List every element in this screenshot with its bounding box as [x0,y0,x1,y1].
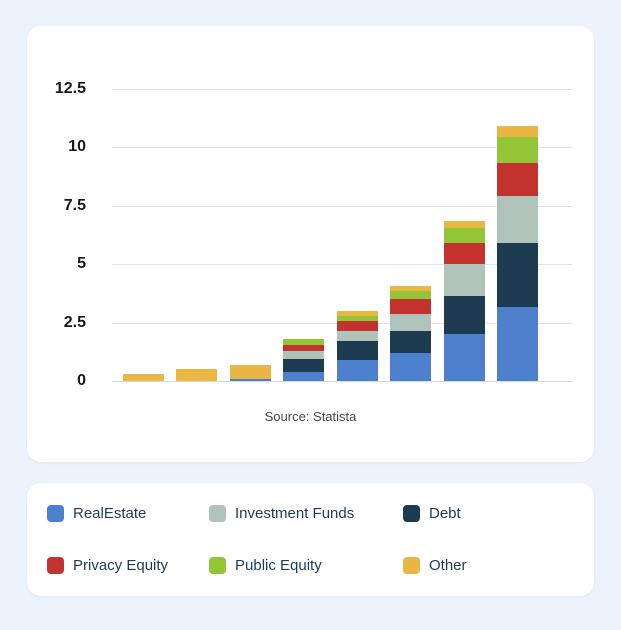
gridline-y-0 [112,381,572,382]
stacked-bar [283,338,324,381]
bar-segment-realestate [336,359,378,381]
bar-segment-other [336,310,378,316]
bar-segment-realestate [390,352,431,381]
legend-swatch-investment-funds-icon [209,505,226,522]
bar-segment-debt [283,358,324,372]
legend-swatch-debt-icon [403,505,420,522]
bar-segment-investment-funds [390,314,431,331]
legend-item-privacy-equity: Privacy Equity [47,557,209,574]
y-axis-tick-label: 5 [77,255,86,273]
gridline-y-5 [112,264,572,266]
legend-grid: RealEstate Investment Funds Debt Privacy… [27,483,594,574]
stacked-bar [122,374,164,381]
bar-segment-privacy-equity [390,299,431,315]
source-caption: Source: Statista [264,409,357,424]
stacked-bar [336,310,378,381]
bar-segment-other [229,364,271,379]
bar-segment-public-equity [497,136,538,163]
y-axis-tick-label: 12.5 [54,80,86,97]
bar-segment-other [176,369,217,381]
bar-segment-other [497,126,538,137]
bar-segment-other [122,374,164,381]
bar-segment-investment-funds [497,196,538,244]
gridline-y-7.5 [112,205,572,207]
bar-segment-privacy-equity [283,344,324,351]
legend-label-other: Other [429,557,467,574]
bar-segment-public-equity [390,291,431,300]
legend-swatch-public-equity-icon [209,557,226,574]
bar-segment-public-equity [443,228,485,244]
stacked-bar [497,126,538,381]
stacked-bar [390,286,431,381]
plot-area: 0 2.5 5 7.5 10 12.5 [55,81,572,389]
bar-segment-debt [443,295,485,335]
bar-segment-public-equity [283,338,324,345]
bar-segment-investment-funds [283,350,324,359]
legend-swatch-privacy-equity-icon [47,557,64,574]
legend-item-investment-funds: Investment Funds [209,505,403,522]
y-axis-tick-label: 7.5 [63,196,86,214]
y-axis-tick-label: 2.5 [63,313,86,331]
y-axis-tick-label: 0 [77,372,86,389]
bar-segment-realestate [443,334,485,381]
bar-segment-privacy-equity [443,243,485,265]
legend-swatch-other-icon [403,557,420,574]
bar-segment-debt [390,330,431,353]
gridline-y-12.5 [112,89,572,90]
legend-label-debt: Debt [429,505,461,522]
legend-label-privacy-equity: Privacy Equity [73,557,169,574]
legend-label-public-equity: Public Equity [235,557,322,574]
bar-segment-realestate [497,307,538,381]
legend-label-investment-funds: Investment Funds [235,505,355,522]
legend-swatch-realestate-icon [47,505,64,522]
stacked-bar [443,221,485,381]
bar-segment-other [443,221,485,229]
bar-segment-investment-funds [443,264,485,296]
bar-segment-privacy-equity [336,321,378,331]
bar-segment-debt [497,243,538,308]
legend-card: RealEstate Investment Funds Debt Privacy… [27,483,594,596]
stacked-bar [176,369,217,381]
bar-segment-realestate [229,378,271,381]
bar-segment-privacy-equity [497,162,538,197]
bar-segment-other [390,286,431,292]
bar-segment-realestate [283,371,324,381]
bar-segment-debt [336,341,378,360]
legend-item-public-equity: Public Equity [209,557,403,574]
legend-item-realestate: RealEstate [47,505,209,522]
y-axis-tick-label: 10 [68,138,86,156]
stacked-bar [229,364,271,381]
legend-label-realestate: RealEstate [73,505,147,522]
legend-item-debt: Debt [403,505,574,522]
gridline-y-10 [112,147,572,149]
chart-card: 0 2.5 5 7.5 10 12.5 Source: Statista [27,26,594,462]
legend-item-other: Other [403,557,574,574]
bar-segment-investment-funds [336,330,378,342]
bar-segment-public-equity [336,315,378,322]
